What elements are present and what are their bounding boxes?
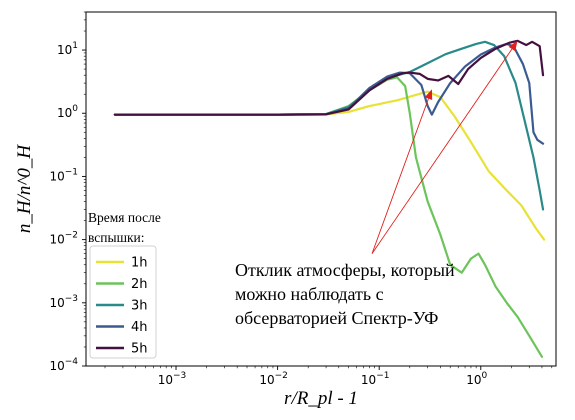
y-tick-label: 10−2 xyxy=(49,231,78,247)
y-tick-exponent: 1 xyxy=(72,41,78,51)
y-tick-label: 10−4 xyxy=(49,357,78,373)
y-tick-label: 10−3 xyxy=(49,294,78,310)
legend-label-3h: 3h xyxy=(131,299,148,314)
annotation-line-1: Отклик атмосферы, который xyxy=(235,260,455,280)
legend-label-5h: 5h xyxy=(131,342,148,357)
x-tick-label: 10−1 xyxy=(361,371,390,387)
axes: 10−3 10−2 10−1 10010−410−310−210−1100101r/R… xyxy=(14,11,557,409)
y-tick-base: 10 xyxy=(49,359,64,373)
y-tick-base: 10 xyxy=(49,296,64,310)
series-line-5h xyxy=(113,39,545,116)
annotation-line-2: можно наблюдать с xyxy=(235,284,384,304)
annotation-arrow-head-1 xyxy=(424,89,433,100)
annotation-arrow-line-2 xyxy=(371,48,513,254)
y-tick-base: 10 xyxy=(57,43,72,57)
x-tick-exponent: −3 xyxy=(173,371,186,381)
series-lines xyxy=(113,39,546,358)
annotation-arrow-line-1 xyxy=(371,98,429,254)
y-tick-base: 10 xyxy=(49,169,64,183)
legend: Время после вспышки: 1h 2h 3h 4h 5h xyxy=(88,210,161,359)
plot-frame xyxy=(85,11,557,367)
legend-label-1h: 1h xyxy=(131,256,148,271)
y-tick-exponent: 0 xyxy=(72,104,78,114)
y-tick-base: 10 xyxy=(49,233,64,247)
legend-title-line-1: Время после xyxy=(88,210,161,225)
x-tick-base: 10 xyxy=(466,373,481,387)
x-tick-base: 10 xyxy=(361,373,376,387)
y-tick-label: 10−1 xyxy=(49,167,78,183)
y-tick-exponent: −3 xyxy=(65,294,78,304)
x-tick-exponent: −2 xyxy=(275,371,288,381)
x-tick-exponent: 0 xyxy=(482,371,488,381)
annotation-arrow-head-2 xyxy=(508,40,518,52)
x-tick-exponent: −1 xyxy=(376,371,389,381)
annotation: Отклик атмосферы, который можно наблюдать… xyxy=(235,40,518,328)
legend-label-2h: 2h xyxy=(131,277,148,292)
y-tick-exponent: −1 xyxy=(65,167,78,177)
x-tick-base: 10 xyxy=(259,373,274,387)
x-tick-label: 10−3 xyxy=(158,371,187,387)
y-tick-label: 101 xyxy=(57,41,78,57)
plot-background xyxy=(86,12,556,366)
annotation-line-3: обсерваторией Спектр-УФ xyxy=(235,308,438,328)
y-tick-label: 100 xyxy=(57,104,78,120)
legend-title-line-2: вспышки: xyxy=(88,230,145,245)
x-tick-label: 10−2 xyxy=(259,371,288,387)
y-tick-exponent: −4 xyxy=(65,357,79,367)
x-tick-label: 100 xyxy=(466,371,487,387)
x-axis-label: r/R_pl - 1 xyxy=(284,388,358,409)
annotation-text: Отклик атмосферы, который можно наблюдать… xyxy=(235,260,455,328)
y-tick-base: 10 xyxy=(57,106,72,120)
plot-area xyxy=(86,12,556,366)
y-axis-label: n_H/n^0_H xyxy=(14,144,35,234)
legend-box xyxy=(89,245,157,359)
x-tick-base: 10 xyxy=(158,373,173,387)
legend-label-4h: 4h xyxy=(131,320,148,335)
y-tick-exponent: −2 xyxy=(65,231,78,241)
